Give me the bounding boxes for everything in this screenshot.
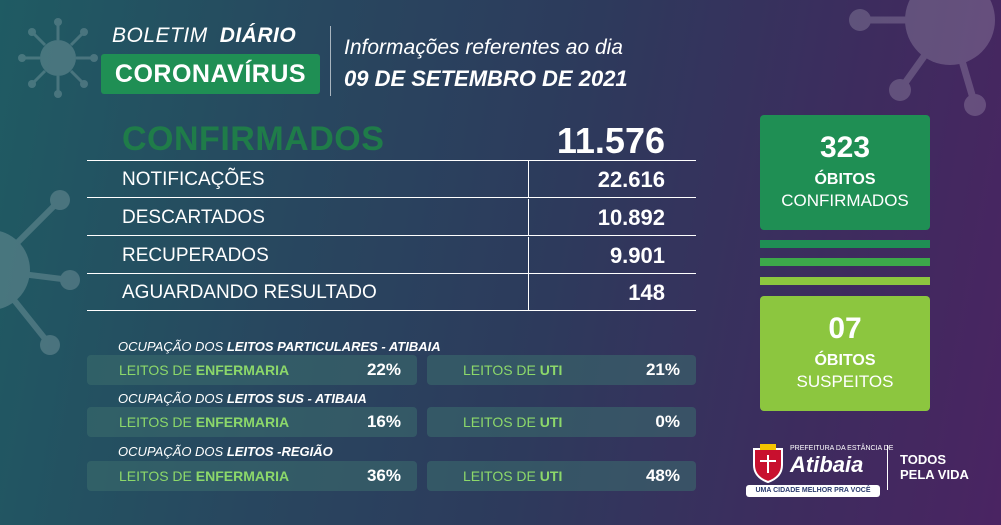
uti-bar: LEITOS DE UTI 21% (427, 355, 696, 385)
occupancy-title-bold: LEITOS SUS - ATIBAIA (226, 391, 367, 406)
occupancy-title-bold: LEITOS PARTICULARES - ATIBAIA (226, 339, 441, 354)
table-divider (87, 160, 696, 161)
uti-bar: LEITOS DE UTI 48% (427, 461, 696, 491)
occupancy-title-bold: LEITOS -REGIÃO (226, 444, 333, 459)
row-value: 22.616 (597, 167, 665, 192)
report-date: 09 DE SETEMBRO DE 2021 (344, 66, 628, 91)
stripe-mid-green (760, 258, 930, 266)
obitos-confirmados-value: 323 (819, 131, 871, 164)
row-label: NOTIFICAÇÕES (122, 169, 265, 190)
obitos-suspeitos-sublabel: SUSPEITOS (796, 372, 894, 391)
virus-icon (0, 190, 80, 355)
stripe-dark-green (760, 240, 930, 248)
obitos-suspeitos-value: 07 (828, 312, 862, 345)
obitos-suspeitos-card: 07 ÓBITOS SUSPEITOS (760, 296, 930, 411)
info-text: Informações referentes ao dia (344, 36, 623, 59)
enfermaria-bar: LEITOS DE ENFERMARIA 16% (87, 407, 417, 437)
table-row: AGUARDANDO RESULTADO 148 (87, 274, 696, 311)
enfermaria-bar: LEITOS DE ENFERMARIA 36% (87, 461, 417, 491)
row-label: AGUARDANDO RESULTADO (122, 282, 377, 303)
uti-percent: 0% (655, 412, 680, 431)
enfermaria-label: LEITOS DE ENFERMARIA (119, 362, 290, 378)
row-label: DESCARTADOS (122, 207, 265, 228)
enfermaria-percent: 36% (366, 466, 401, 485)
coronavirus-badge: CORONAVÍRUS (101, 54, 320, 94)
table-row: NOTIFICAÇÕES 22.616 (87, 161, 696, 198)
todos-label: TODOS (900, 452, 946, 467)
logo-divider (887, 445, 888, 490)
table-row: DESCARTADOS 10.892 (87, 199, 696, 236)
virus-icon (849, 0, 995, 116)
uti-label: LEITOS DE UTI (463, 362, 563, 378)
todos-pela-vida: TODOS PELA VIDA (900, 452, 969, 482)
atibaia-logo-text: Atibaia (790, 452, 864, 477)
enfermaria-bar: LEITOS DE ENFERMARIA 22% (87, 355, 417, 385)
confirmados-value: 11.576 (556, 120, 665, 161)
enfermaria-percent: 22% (366, 360, 401, 379)
occupancy-title: OCUPAÇÃO DOS LEITOS SUS - ATIBAIA (118, 391, 367, 406)
diario-label: DIÁRIO (219, 24, 297, 47)
row-label: RECUPERADOS (122, 245, 269, 266)
header-divider (330, 26, 331, 96)
occupancy-title: OCUPAÇÃO DOS LEITOS PARTICULARES - ATIBA… (118, 339, 441, 354)
uti-label: LEITOS DE UTI (463, 468, 563, 484)
stripe-light-green (760, 277, 930, 285)
obitos-confirmados-card: 323 ÓBITOS CONFIRMADOS (760, 115, 930, 230)
boletim-label: BOLETIM (112, 24, 208, 47)
uti-percent: 21% (645, 360, 680, 379)
enfermaria-label: LEITOS DE ENFERMARIA (119, 414, 290, 430)
uti-bar: LEITOS DE UTI 0% (427, 407, 696, 437)
uti-label: LEITOS DE UTI (463, 414, 563, 430)
coat-of-arms-icon (753, 444, 783, 483)
row-value: 10.892 (597, 205, 665, 230)
table-row: RECUPERADOS 9.901 (87, 237, 696, 274)
virus-icon (18, 18, 98, 98)
occupancy-title-prefix: OCUPAÇÃO DOS (118, 444, 227, 459)
bulletin-title: BOLETIM DIÁRIO (112, 24, 296, 48)
row-separator (528, 199, 529, 236)
obitos-suspeitos-label: ÓBITOS (814, 352, 876, 369)
enfermaria-label: LEITOS DE ENFERMARIA (119, 468, 290, 484)
row-separator (528, 237, 529, 274)
enfermaria-percent: 16% (366, 412, 401, 431)
row-value: 9.901 (609, 243, 665, 268)
prefeitura-label: PREFEITURA DA ESTÂNCIA DE (790, 445, 894, 452)
row-separator (528, 161, 529, 198)
occupancy-title-prefix: OCUPAÇÃO DOS (118, 391, 227, 406)
row-separator (528, 274, 529, 311)
slogan-label: UMA CIDADE MELHOR PRA VOCÊ (746, 485, 880, 497)
uti-percent: 48% (645, 466, 680, 485)
confirmados-label: CONFIRMADOS (122, 120, 385, 158)
occupancy-title-prefix: OCUPAÇÃO DOS (118, 339, 227, 354)
occupancy-title: OCUPAÇÃO DOS LEITOS -REGIÃO (118, 444, 333, 459)
obitos-confirmados-label: ÓBITOS (814, 171, 876, 188)
row-value: 148 (628, 280, 665, 305)
obitos-confirmados-sublabel: CONFIRMADOS (781, 191, 909, 210)
pela-vida-label: PELA VIDA (900, 467, 969, 482)
